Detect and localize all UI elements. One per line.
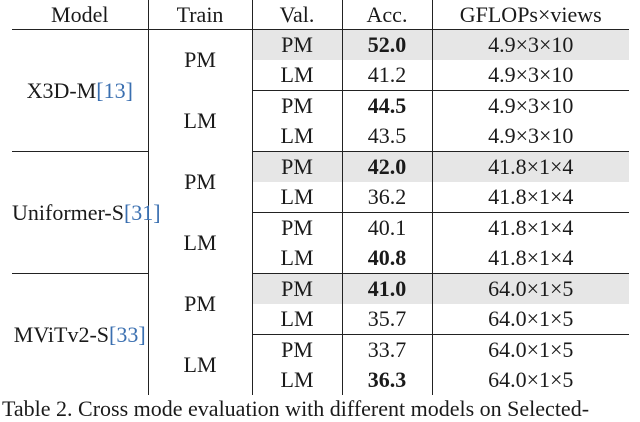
accuracy-cell: 36.3: [342, 365, 433, 395]
accuracy-cell: 40.8: [342, 243, 433, 274]
accuracy-cell: 44.5: [342, 90, 433, 121]
table-body: X3D-M[13] PM PM 52.0 4.9×3×10 LM 41.2 4.9×3×10 L…: [12, 29, 629, 395]
train-mode-cell: PM: [148, 273, 253, 335]
accuracy-cell: 42.0: [342, 151, 433, 182]
train-mode-cell: PM: [148, 29, 253, 91]
accuracy-cell: 52.0: [342, 29, 433, 60]
table-row: LM 36.3 64.0×1×5: [12, 365, 629, 395]
gflops-views-cell: 41.8×1×4: [432, 151, 629, 182]
model-name: MViTv2-S: [13, 321, 110, 347]
gflops-views-cell: 41.8×1×4: [432, 243, 629, 274]
accuracy-cell: 41.0: [342, 273, 433, 304]
table-row: Uniformer-S[31] PM PM 42.0 41.8×1×4: [12, 151, 629, 274]
val-mode-cell: PM: [252, 212, 343, 243]
table-caption: Table 2. Cross mode evaluation with diff…: [2, 396, 590, 421]
model-name: X3D-M: [26, 77, 97, 103]
table-row: LM 35.7 64.0×1×5: [12, 304, 629, 335]
table-row: LM PM 33.7 64.0×1×5: [12, 334, 629, 395]
header-row: Model Train Val. Acc. GFLOPs×views: [12, 0, 629, 30]
accuracy-cell: 40.1: [342, 212, 433, 243]
train-mode-cell: PM: [148, 151, 253, 213]
header-train: Train: [148, 0, 253, 30]
val-mode-cell: PM: [252, 29, 343, 60]
val-mode-cell: LM: [252, 243, 343, 274]
gflops-views-cell: 4.9×3×10: [432, 121, 629, 152]
gflops-views-cell: 4.9×3×10: [488, 93, 574, 118]
model-name-cell: MViTv2-S[33]: [12, 273, 149, 395]
gflops-views-cell: 64.0×1×5: [432, 273, 629, 304]
header-model: Model: [12, 0, 149, 30]
header-acc: Acc.: [342, 0, 433, 30]
val-mode-cell: PM: [252, 273, 343, 304]
val-mode-cell: PM: [252, 90, 343, 121]
val-mode-cell: PM: [252, 334, 343, 365]
table-row: LM PM 40.1 41.8×1×4: [12, 212, 629, 274]
header-gflops-views: GFLOPs×views: [432, 0, 629, 30]
results-table: Model Train Val. Acc. GFLOPs×views X3D-M…: [12, 0, 629, 395]
accuracy-cell: 35.7: [342, 304, 433, 335]
header-val: Val.: [252, 0, 343, 30]
table-row: LM 43.5 4.9×3×10: [12, 121, 629, 152]
train-mode-cell: LM: [148, 212, 253, 274]
val-mode-cell: LM: [252, 121, 343, 152]
table-row: X3D-M[13] PM PM 52.0 4.9×3×10: [12, 29, 629, 152]
accuracy-cell: 41.2: [342, 60, 433, 91]
gflops-views-cell: 4.9×3×10: [432, 29, 629, 60]
table-row: LM PM 44.5 4.9×3×10: [12, 90, 629, 152]
citation-link[interactable]: [33]: [109, 321, 146, 347]
gflops-views-cell: 64.0×1×5: [432, 304, 629, 335]
citation-link[interactable]: [31]: [123, 199, 161, 225]
gflops-views-cell: 41.8×1×4: [432, 182, 629, 213]
model-name-cell: Uniformer-S[31]: [12, 151, 161, 274]
table-row: LM 40.8 41.8×1×4: [12, 243, 629, 274]
table-row: MViTv2-S[33] PM PM 41.0 64.0×1×5: [12, 273, 629, 395]
val-mode-cell: PM: [252, 151, 343, 182]
val-mode-cell: LM: [252, 182, 343, 213]
val-mode-cell: LM: [252, 60, 343, 91]
val-mode-cell: LM: [252, 304, 343, 335]
citation-link[interactable]: [13]: [96, 77, 133, 103]
gflops-views-cell: 64.0×1×5: [488, 337, 574, 362]
gflops-views-cell: 64.0×1×5: [488, 367, 574, 392]
model-name-cell: X3D-M[13]: [12, 29, 149, 152]
train-mode-cell: LM: [148, 334, 253, 395]
accuracy-cell: 43.5: [342, 121, 433, 152]
accuracy-cell: 33.7: [342, 334, 433, 365]
train-mode-cell: LM: [148, 90, 253, 152]
val-mode-cell: LM: [252, 365, 343, 395]
accuracy-cell: 36.2: [342, 182, 433, 213]
gflops-views-cell: 4.9×3×10: [432, 60, 629, 91]
gflops-views-cell: 41.8×1×4: [488, 215, 574, 240]
table-row: LM 36.2 41.8×1×4: [12, 182, 629, 213]
table-row: LM 41.2 4.9×3×10: [12, 60, 629, 91]
model-name: Uniformer-S: [12, 199, 124, 225]
